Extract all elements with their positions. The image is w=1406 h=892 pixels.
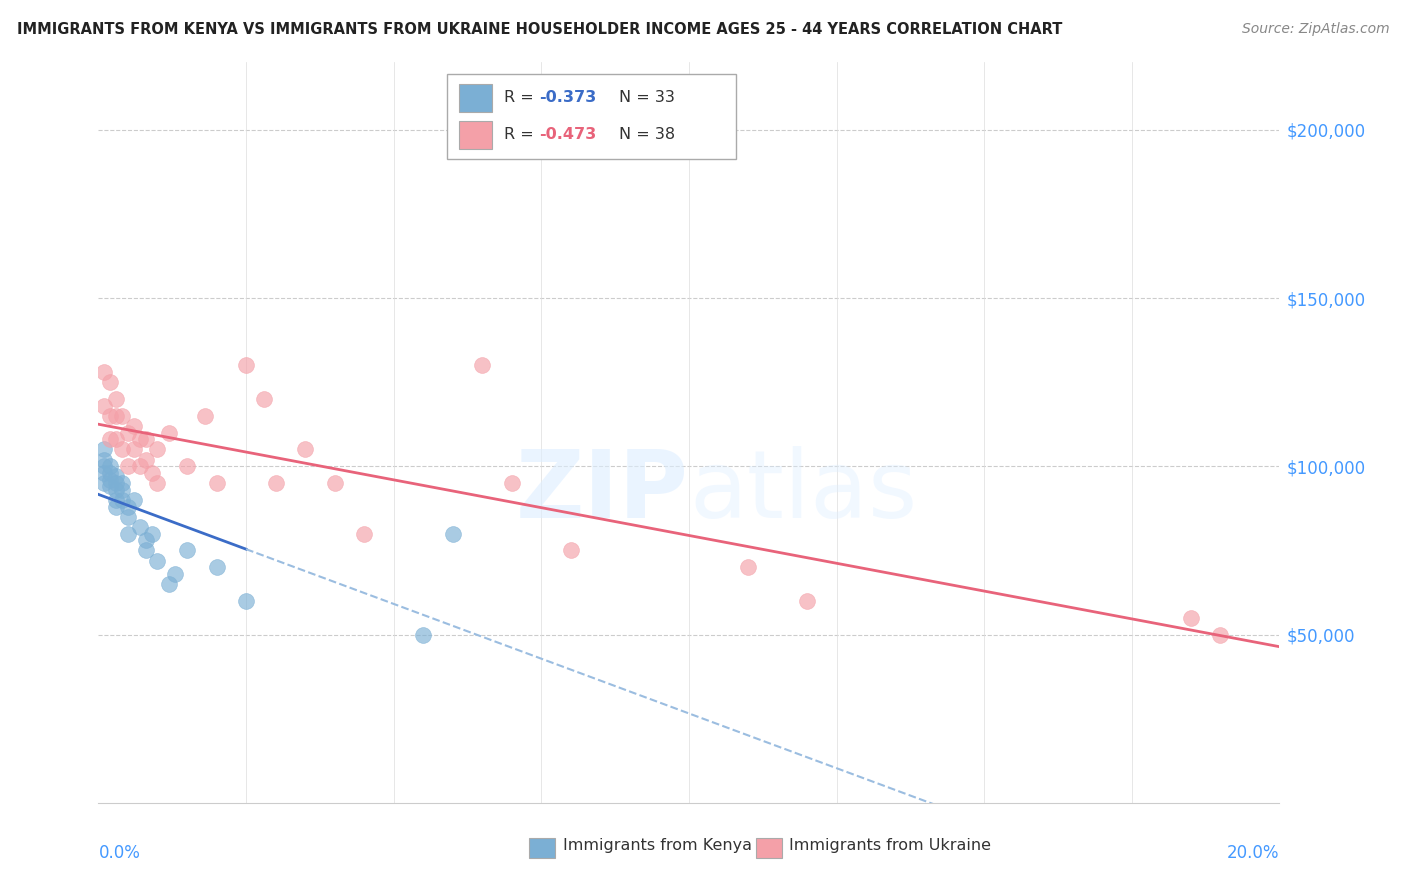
Point (117, 526, 139, 541)
Point (135, 433, 157, 447)
Point (157, 425, 180, 440)
Point (412, 627, 434, 641)
Point (353, 526, 375, 541)
Point (146, 442, 169, 457)
Point (176, 543, 198, 558)
Text: IMMIGRANTS FROM KENYA VS IMMIGRANTS FROM UKRAINE HOUSEHOLDER INCOME AGES 25 - 44: IMMIGRANTS FROM KENYA VS IMMIGRANTS FROM… (17, 22, 1063, 37)
FancyBboxPatch shape (530, 838, 555, 858)
Point (117, 509, 139, 524)
Point (105, 476, 128, 491)
Text: 0.0%: 0.0% (98, 844, 141, 862)
FancyBboxPatch shape (458, 84, 492, 112)
Point (141, 526, 163, 541)
Point (294, 442, 316, 457)
Text: ZIP: ZIP (516, 446, 689, 538)
Point (105, 500, 128, 514)
Point (98, 433, 121, 447)
Text: atlas: atlas (689, 446, 917, 538)
FancyBboxPatch shape (458, 121, 492, 149)
Point (176, 459, 198, 474)
Point (117, 500, 139, 514)
Text: R =: R = (503, 90, 538, 105)
Point (205, 476, 228, 491)
Point (146, 476, 169, 491)
FancyBboxPatch shape (756, 838, 782, 858)
Point (122, 492, 145, 507)
Point (796, 594, 818, 608)
Text: Immigrants from Kenya: Immigrants from Kenya (562, 838, 752, 854)
Point (323, 476, 346, 491)
Point (93, 452, 115, 467)
Point (105, 392, 128, 406)
Point (1209, 627, 1232, 641)
Point (117, 459, 139, 474)
Point (135, 452, 157, 467)
Point (135, 543, 157, 558)
Point (128, 520, 150, 534)
Point (737, 560, 759, 574)
Point (93, 442, 115, 457)
Text: N = 33: N = 33 (619, 90, 675, 105)
Point (93, 399, 115, 413)
Point (105, 469, 128, 483)
Point (471, 359, 494, 373)
Point (111, 409, 134, 423)
Point (128, 459, 150, 474)
Point (105, 433, 128, 447)
Point (128, 433, 150, 447)
Point (98, 466, 121, 480)
Text: R =: R = (503, 128, 538, 143)
Point (105, 409, 128, 423)
Point (98, 473, 121, 487)
Point (93, 459, 115, 474)
Point (122, 418, 145, 433)
Point (111, 492, 134, 507)
Text: -0.373: -0.373 (538, 90, 596, 105)
Point (122, 442, 145, 457)
Point (98, 375, 121, 389)
Point (501, 476, 523, 491)
Point (235, 359, 257, 373)
Point (111, 483, 134, 497)
Point (146, 553, 169, 567)
Text: Source: ZipAtlas.com: Source: ZipAtlas.com (1241, 22, 1389, 37)
Point (98, 459, 121, 474)
Point (194, 409, 217, 423)
Point (111, 476, 134, 491)
Point (235, 594, 257, 608)
Point (165, 566, 187, 581)
Text: N = 38: N = 38 (619, 128, 675, 143)
Point (98, 409, 121, 423)
Point (205, 560, 228, 574)
Point (105, 492, 128, 507)
Point (141, 466, 163, 480)
Point (93, 365, 115, 379)
Point (105, 483, 128, 497)
Point (157, 577, 180, 591)
Point (93, 476, 115, 491)
Point (117, 425, 139, 440)
Point (264, 476, 287, 491)
Text: -0.473: -0.473 (538, 128, 596, 143)
Text: Immigrants from Ukraine: Immigrants from Ukraine (789, 838, 991, 854)
Point (441, 526, 464, 541)
Point (1180, 610, 1202, 624)
Text: 20.0%: 20.0% (1227, 844, 1279, 862)
Point (253, 392, 276, 406)
FancyBboxPatch shape (447, 73, 737, 159)
Point (135, 533, 157, 548)
Point (93, 466, 115, 480)
Point (560, 543, 582, 558)
Point (111, 442, 134, 457)
Point (98, 479, 121, 493)
